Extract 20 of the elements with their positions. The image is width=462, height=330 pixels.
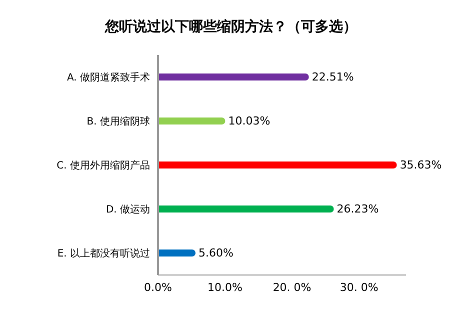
data-label: 35.63% — [400, 158, 442, 172]
x-tick-label: 0.0% — [144, 280, 172, 294]
bar — [158, 249, 196, 256]
data-label: 26.23% — [336, 202, 379, 216]
x-tick-label: 20. 0% — [272, 280, 312, 294]
y-tick-label: D. 做运动 — [106, 204, 150, 216]
y-tick-label: C. 使用外用缩阴产品 — [56, 160, 150, 172]
bar — [158, 205, 334, 212]
data-label: 10.03% — [228, 114, 270, 128]
bar — [158, 117, 226, 124]
y-tick-label: A. 做阴道紧致手术 — [66, 72, 150, 84]
y-tick-label: E. 以上都没有听说过 — [57, 248, 150, 260]
data-label: 22.51% — [312, 70, 354, 84]
y-tick-label: B. 使用缩阴球 — [86, 116, 150, 128]
data-label: 5.60% — [198, 246, 234, 260]
bar — [158, 161, 397, 168]
x-tick-label: 30. 0% — [340, 280, 378, 294]
bar — [158, 73, 309, 80]
x-tick-label: 10.0% — [208, 280, 243, 294]
chart-title: 您听说过以下哪些缩阴方法？（可多选） — [104, 18, 358, 36]
